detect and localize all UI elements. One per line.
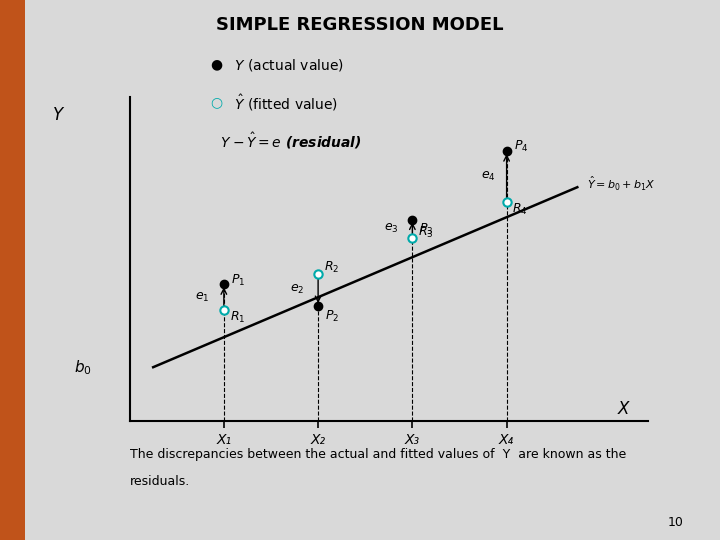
Text: $e_1$: $e_1$ bbox=[195, 291, 210, 303]
Text: ○: ○ bbox=[210, 96, 222, 110]
Text: The discrepancies between the actual and fitted values of  Y  are known as the: The discrepancies between the actual and… bbox=[130, 448, 626, 461]
Text: $R_1$: $R_1$ bbox=[230, 310, 245, 325]
Text: $e_4$: $e_4$ bbox=[482, 170, 496, 183]
Text: ●: ● bbox=[210, 58, 222, 72]
Text: $Y - \hat{Y} = e$ (residual): $Y - \hat{Y} = e$ (residual) bbox=[216, 130, 361, 151]
Text: $Y$ (actual value): $Y$ (actual value) bbox=[230, 57, 344, 73]
Text: $X$: $X$ bbox=[617, 400, 631, 417]
Text: $P_1$: $P_1$ bbox=[231, 273, 246, 288]
Text: $P_4$: $P_4$ bbox=[513, 139, 528, 154]
Text: $P_2$: $P_2$ bbox=[325, 308, 339, 323]
Text: 10: 10 bbox=[668, 516, 684, 529]
Text: $e_2$: $e_2$ bbox=[289, 284, 304, 296]
Text: $e_3$: $e_3$ bbox=[384, 222, 398, 235]
Text: $R_2$: $R_2$ bbox=[324, 260, 339, 275]
Text: $R_3$: $R_3$ bbox=[418, 225, 433, 240]
Text: $\hat{Y}=b_0+b_1X$: $\hat{Y}=b_0+b_1X$ bbox=[587, 174, 655, 193]
Text: $Y$: $Y$ bbox=[53, 106, 66, 124]
Text: $\hat{Y}$ (fitted value): $\hat{Y}$ (fitted value) bbox=[230, 92, 338, 113]
Text: $P_3$: $P_3$ bbox=[420, 222, 434, 237]
Text: residuals.: residuals. bbox=[130, 475, 190, 488]
Text: $R_4$: $R_4$ bbox=[512, 202, 528, 217]
Text: $b_0$: $b_0$ bbox=[74, 358, 92, 376]
Text: SIMPLE REGRESSION MODEL: SIMPLE REGRESSION MODEL bbox=[216, 16, 504, 34]
